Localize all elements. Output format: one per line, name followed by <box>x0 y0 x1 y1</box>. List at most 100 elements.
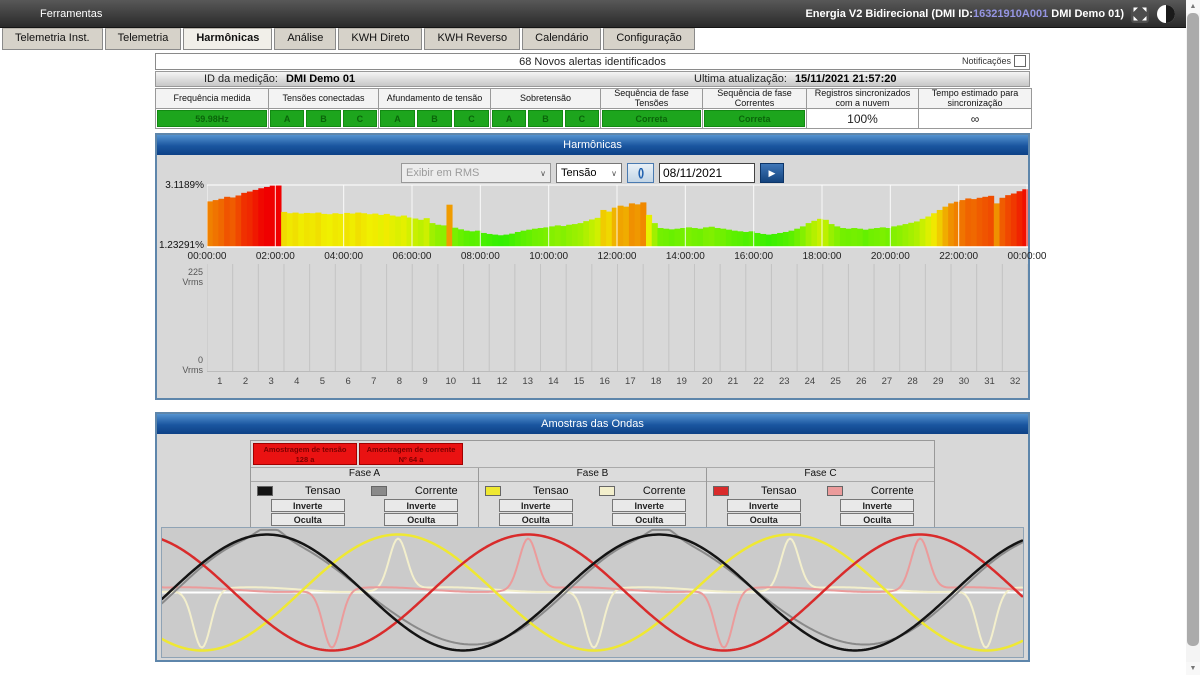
scroll-up-icon[interactable]: ▲ <box>1186 0 1200 13</box>
spectrum-slot-number: 21 <box>727 376 739 387</box>
spectrum-slot-number: 12 <box>496 376 508 387</box>
status-col-frequencia-medida: Frequência medida 59.98Hz <box>156 89 269 128</box>
legend-series-fase-a-corrente: Corrente Inverte Oculta <box>365 482 479 529</box>
rms-select[interactable]: Exibir em RMS ∨ <box>401 163 551 183</box>
alarm-button-amostragem-de-corrente[interactable]: Amostragem de corrente Nº 64 a <box>359 443 463 465</box>
spectrum-slot-number: 28 <box>907 376 918 387</box>
status-col-sobretensao: Sobretensão A B C <box>491 89 601 128</box>
rms-select-value: Exibir em RMS <box>406 167 480 179</box>
invert-button[interactable]: Inverte <box>498 499 573 512</box>
status-value: B <box>306 110 341 127</box>
fullscreen-icon[interactable] <box>1131 4 1149 23</box>
waves-panel-title: Amostras das Ondas <box>157 414 1028 434</box>
last-update-label: Ultima atualização: <box>694 73 787 85</box>
tab-kwh-direto[interactable]: KWH Direto <box>338 28 423 50</box>
spectrum-slot-numbers: 1 2 3 4 5 6 7 8 9 10 11 12 13 14 15 16 17 18 19 20 21 22 23 24 2… <box>207 376 1028 387</box>
thd-x-tick: 20:00:00 <box>870 251 910 262</box>
tab-configuracao[interactable]: Configuração <box>603 28 695 50</box>
tab-telemetria-inst[interactable]: Telemetria Inst. <box>2 28 103 50</box>
chevron-down-icon: ∨ <box>540 168 546 178</box>
main-content: 68 Novos alertas identificados Notificaç… <box>155 53 1046 663</box>
status-value: 59.98Hz <box>157 110 267 127</box>
status-header: Registros sincronizados com a nuvem <box>807 88 918 109</box>
alert-bar: 68 Novos alertas identificados Notificaç… <box>155 53 1030 70</box>
spectrum-slot-number: 20 <box>702 376 713 387</box>
spectrum-y-min-label: 0 Vrms <box>182 355 203 375</box>
thd-y-max-label: 3.1189% <box>165 180 204 191</box>
color-swatch <box>598 486 615 496</box>
status-value: C <box>564 110 599 127</box>
invert-button[interactable]: Inverte <box>840 499 915 512</box>
spectrum-slot-number: 17 <box>625 376 636 387</box>
series-label: Tensao <box>533 485 569 497</box>
spectrum-slot-number: 27 <box>881 376 893 387</box>
phase-name: Fase C <box>707 468 934 482</box>
hide-button[interactable]: Oculta <box>498 513 573 526</box>
last-update: Ultima atualização: 15/11/2021 21:57:20 <box>694 73 896 85</box>
hide-button[interactable]: Oculta <box>726 513 801 526</box>
waveform-tensao-fase-b <box>160 533 1024 652</box>
spectrum-slot-number: 4 <box>294 376 300 387</box>
hide-button[interactable]: Oculta <box>840 513 915 526</box>
thd-bars <box>207 184 1028 248</box>
date-input[interactable] <box>659 163 755 183</box>
scroll-down-icon[interactable]: ▼ <box>1186 662 1200 675</box>
hide-button[interactable]: Oculta <box>612 513 687 526</box>
hide-button[interactable]: Oculta <box>384 513 459 526</box>
spectrum-slot-number: 9 <box>422 376 428 387</box>
measurement-id-value: DMI Demo 01 <box>285 73 356 85</box>
contrast-icon[interactable] <box>1156 4 1176 24</box>
thd-x-tick: 06:00:00 <box>392 251 432 262</box>
spectrum-slot-number: 11 <box>471 376 482 387</box>
tab-telemetria[interactable]: Telemetria <box>104 28 182 50</box>
wave-chart-svg <box>160 528 1024 652</box>
series-label: Corrente <box>870 485 914 497</box>
series-label: Corrente <box>414 485 458 497</box>
tab-analise[interactable]: Análise <box>274 28 337 50</box>
harmonics-panel: Harmônicas Exibir em RMS ∨ Tensão ∨ () ▶… <box>155 133 1046 400</box>
scrollbar-thumb[interactable] <box>1187 13 1199 646</box>
thd-y-min-label: 1.23291% <box>158 240 204 251</box>
spectrum-grid <box>207 264 1028 372</box>
spectrum-slot-number: 1 <box>217 376 223 387</box>
spectrum-slot-number: 29 <box>932 376 944 387</box>
hide-button[interactable]: Oculta <box>270 513 345 526</box>
alarm-button-amostragem-de-tensao[interactable]: Amostragem de tensão 128 a <box>253 443 357 465</box>
thd-x-tick: 10:00:00 <box>529 251 569 262</box>
spectrum-slot-number: 2 <box>242 376 249 387</box>
spectrum-y-max-label: 225 Vrms <box>182 267 203 287</box>
tab-harmonicas[interactable]: Harmônicas <box>183 28 273 50</box>
type-select[interactable]: Tensão ∨ <box>556 163 622 183</box>
spectrum-slot-number: 19 <box>676 376 687 387</box>
spectrum-slot-number: 23 <box>778 376 790 387</box>
tab-calendario[interactable]: Calendário <box>522 28 602 50</box>
tab-kwh-reverso[interactable]: KWH Reverso <box>424 28 521 50</box>
notifications-checkbox[interactable] <box>1014 55 1026 67</box>
color-swatch <box>257 486 273 496</box>
invert-button[interactable]: Inverte <box>270 499 345 512</box>
spectrum-slot-number: 31 <box>984 376 995 387</box>
thd-x-tick: 16:00:00 <box>734 251 774 262</box>
harmonic-spectrum-chart: 225 Vrms 0 Vrms 1 2 3 4 5 6 7 8 9 10 11 12 13 14 15 16 17 1… <box>157 264 1028 396</box>
info-bar: ID da medição: DMI Demo 01 Ultima atualiz… <box>155 71 1030 87</box>
waves-panel: Amostras das Ondas Amostragem de tensão 1… <box>155 412 1030 662</box>
spectrum-slot-number: 6 <box>345 376 351 387</box>
invert-button[interactable]: Inverte <box>384 499 459 512</box>
harmonics-panel-title: Harmônicas <box>157 135 1028 155</box>
measurement-id-label: ID da medição: <box>204 73 278 85</box>
phase-group-fase-b: Fase B Tensao Inverte Oculta Corrente Inverte… <box>479 468 707 529</box>
notifications-toggle: Notificações <box>962 55 1026 67</box>
next-day-button[interactable]: ▶ <box>760 163 784 183</box>
spectrum-slot-number: 14 <box>548 376 559 387</box>
thd-x-tick: 00:00:00 <box>1007 251 1047 262</box>
spectrum-slot-number: 16 <box>599 376 610 387</box>
status-col-registros-sincronizados-com-a-nuvem: Registros sincronizados com a nuvem 100% <box>807 88 919 128</box>
phase-group-fase-c: Fase C Tensao Inverte Oculta Corrente Inverte… <box>707 468 934 529</box>
menu-ferramentas[interactable]: Ferramentas <box>40 7 103 20</box>
invert-button[interactable]: Inverte <box>612 499 687 512</box>
vertical-scrollbar[interactable]: ▲ ▼ <box>1186 0 1200 675</box>
date-range-button[interactable]: () <box>627 163 654 183</box>
invert-button[interactable]: Inverte <box>726 499 801 512</box>
status-header: Sobretensão <box>491 89 600 109</box>
waveform-tensao-fase-a <box>160 533 1024 652</box>
